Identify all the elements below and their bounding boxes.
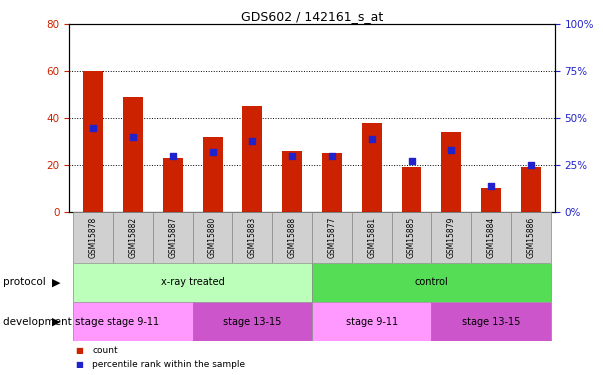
Text: stage 13-15: stage 13-15 [462, 316, 520, 327]
Point [526, 162, 535, 168]
Bar [431, 212, 471, 262]
Bar [521, 167, 541, 212]
Bar [153, 212, 193, 262]
Bar [193, 212, 233, 262]
Point [248, 138, 257, 144]
Bar [441, 132, 461, 212]
Bar [74, 212, 113, 262]
Point [208, 149, 218, 155]
Bar [74, 302, 193, 341]
Point [367, 136, 376, 142]
Point [128, 134, 138, 140]
Text: GSM15880: GSM15880 [208, 217, 217, 258]
Bar [233, 212, 273, 262]
Point [327, 153, 336, 159]
Text: GSM15877: GSM15877 [327, 216, 336, 258]
Text: development stage: development stage [3, 316, 104, 327]
Bar [481, 188, 501, 212]
Point [486, 183, 496, 189]
Text: GSM15887: GSM15887 [168, 217, 177, 258]
Text: GSM15882: GSM15882 [128, 217, 137, 258]
Text: protocol: protocol [3, 277, 46, 287]
Bar [113, 212, 153, 262]
Text: control: control [414, 277, 448, 287]
Text: ■: ■ [75, 346, 83, 355]
Text: percentile rank within the sample: percentile rank within the sample [92, 360, 245, 369]
Bar [163, 158, 183, 212]
Bar [203, 137, 223, 212]
Bar [431, 302, 551, 341]
Bar [312, 212, 352, 262]
Text: x-ray treated: x-ray treated [161, 277, 224, 287]
Text: GSM15888: GSM15888 [288, 217, 297, 258]
Bar [352, 212, 391, 262]
Bar [402, 167, 421, 212]
Text: GSM15883: GSM15883 [248, 217, 257, 258]
Point [288, 153, 297, 159]
Point [446, 147, 456, 153]
Text: GSM15886: GSM15886 [526, 217, 535, 258]
Text: stage 9-11: stage 9-11 [107, 316, 159, 327]
Bar [74, 262, 312, 302]
Text: ■: ■ [75, 360, 83, 369]
Bar [193, 302, 312, 341]
Bar [312, 302, 431, 341]
Text: ▶: ▶ [52, 277, 60, 287]
Title: GDS602 / 142161_s_at: GDS602 / 142161_s_at [241, 10, 383, 23]
Text: GSM15878: GSM15878 [89, 217, 98, 258]
Point [406, 158, 416, 164]
Bar [511, 212, 551, 262]
Bar [282, 151, 302, 212]
Bar [471, 212, 511, 262]
Bar [123, 97, 143, 212]
Bar [242, 106, 262, 212]
Text: stage 9-11: stage 9-11 [346, 316, 398, 327]
Bar [312, 262, 551, 302]
Bar [362, 123, 382, 212]
Bar [83, 71, 103, 212]
Point [89, 124, 98, 130]
Text: GSM15885: GSM15885 [407, 217, 416, 258]
Text: ▶: ▶ [52, 316, 60, 327]
Bar [273, 212, 312, 262]
Text: GSM15881: GSM15881 [367, 217, 376, 258]
Bar [391, 212, 431, 262]
Text: stage 13-15: stage 13-15 [223, 316, 282, 327]
Text: GSM15884: GSM15884 [487, 217, 496, 258]
Bar [322, 153, 342, 212]
Point [168, 153, 178, 159]
Text: count: count [92, 346, 118, 355]
Text: GSM15879: GSM15879 [447, 216, 456, 258]
